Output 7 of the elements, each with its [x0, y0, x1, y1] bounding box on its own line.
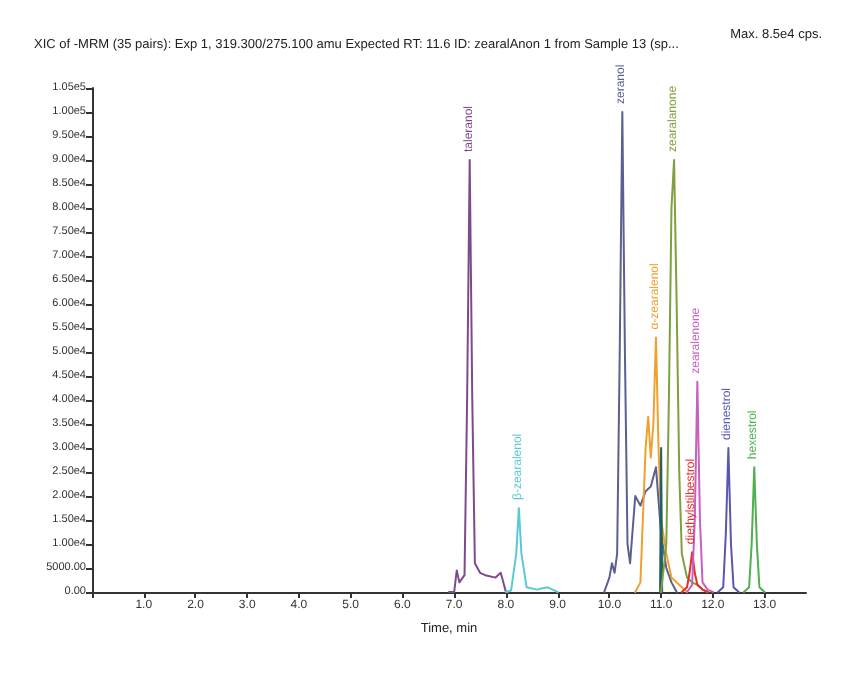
line-series: [504, 507, 559, 593]
line-series: [634, 336, 688, 593]
line-series: [717, 447, 740, 593]
line-series: [448, 159, 510, 593]
line-series: [680, 551, 709, 593]
line-series: [686, 380, 714, 593]
line-series: [742, 466, 766, 593]
